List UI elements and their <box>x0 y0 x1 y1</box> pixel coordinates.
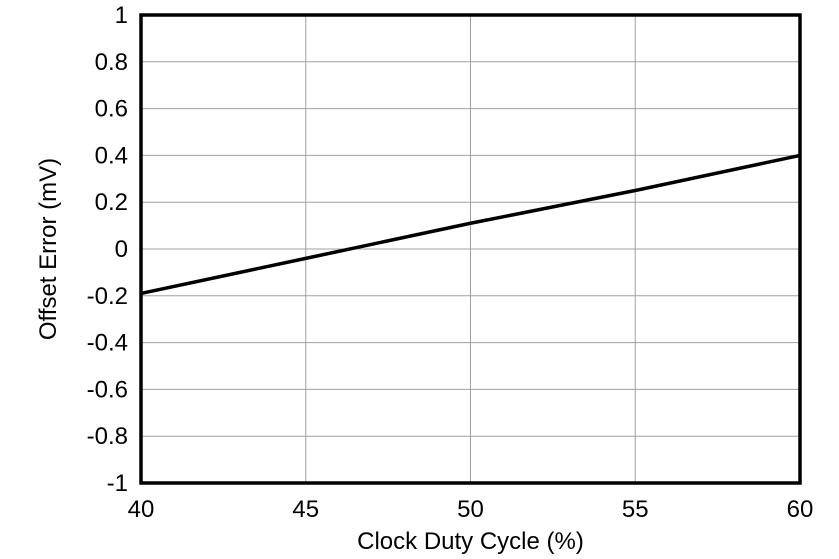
x-tick-labels: 40 45 50 55 60 <box>128 496 814 523</box>
y-tick-label: 0.6 <box>95 96 128 123</box>
x-tick-label: 45 <box>292 496 319 523</box>
x-tick-label: 50 <box>457 496 484 523</box>
y-tick-label: -1 <box>107 470 128 497</box>
x-tick-label: 40 <box>128 496 155 523</box>
y-tick-labels: 1 0.8 0.6 0.4 0.2 0 -0.2 -0.4 -0.6 -0.8 -1 <box>87 2 128 497</box>
y-tick-label: 0 <box>115 236 128 263</box>
y-tick-label: 0.4 <box>95 142 128 169</box>
x-tick-label: 60 <box>787 496 814 523</box>
y-tick-label: 0.2 <box>95 189 128 216</box>
x-tick-label: 55 <box>622 496 649 523</box>
y-tick-label: -0.6 <box>87 376 128 403</box>
y-tick-label: 1 <box>115 2 128 29</box>
series-group <box>140 153 801 296</box>
y-tick-label: -0.8 <box>87 423 128 450</box>
y-tick-label: -0.2 <box>87 283 128 310</box>
gridlines <box>141 15 800 483</box>
y-axis-title: Offset Error (mV) <box>35 158 62 340</box>
y-tick-label: 0.8 <box>95 49 128 76</box>
y-tick-label: -0.4 <box>87 330 128 357</box>
x-axis-title: Clock Duty Cycle (%) <box>357 528 584 555</box>
plot-border <box>139 13 802 485</box>
data-line-offset-error <box>140 153 801 296</box>
